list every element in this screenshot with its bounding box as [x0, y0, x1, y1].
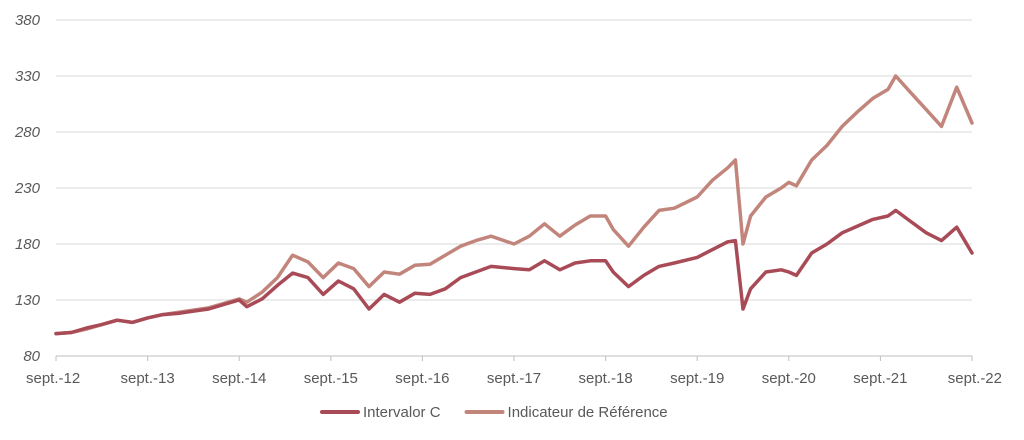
- legend-label: Intervalor C: [363, 404, 441, 421]
- legend-label: Indicateur de Référence: [508, 404, 668, 421]
- x-tick-label: sept.-18: [578, 370, 632, 387]
- y-tick-label: 180: [15, 236, 41, 253]
- x-tick-label: sept.-12: [26, 370, 80, 387]
- y-axis-ticks: 80 130 180 230 280 330 380: [14, 12, 41, 365]
- x-tick-label: sept.-13: [120, 370, 174, 387]
- x-axis: sept.-12 sept.-13 sept.-14 sept.-15 sept.-16…: [26, 355, 1002, 387]
- series-line-indicateur-de-r-f-rence: [54, 74, 974, 336]
- y-tick-label: 130: [15, 292, 41, 309]
- x-tick-label: sept.-21: [853, 370, 907, 387]
- y-tick-label: 80: [23, 348, 40, 365]
- x-tick-label: sept.-17: [487, 370, 541, 387]
- x-tick-label: sept.-20: [762, 370, 816, 387]
- y-tick-label: 380: [15, 12, 41, 29]
- x-tick-label: sept.-16: [395, 370, 449, 387]
- legend: Intervalor C Indicateur de Référence: [320, 404, 668, 421]
- x-tick-label: sept.-19: [670, 370, 724, 387]
- x-tick-label: sept.-14: [212, 370, 266, 387]
- series-line-intervalor-c: [54, 208, 974, 336]
- x-tick-label: sept.-22: [948, 370, 1002, 387]
- y-tick-label: 330: [15, 68, 41, 85]
- y-tick-label: 280: [14, 124, 41, 141]
- series-lines: [54, 74, 974, 336]
- y-tick-label: 230: [14, 180, 41, 197]
- x-tick-label: sept.-15: [304, 370, 358, 387]
- gridlines: [56, 19, 972, 301]
